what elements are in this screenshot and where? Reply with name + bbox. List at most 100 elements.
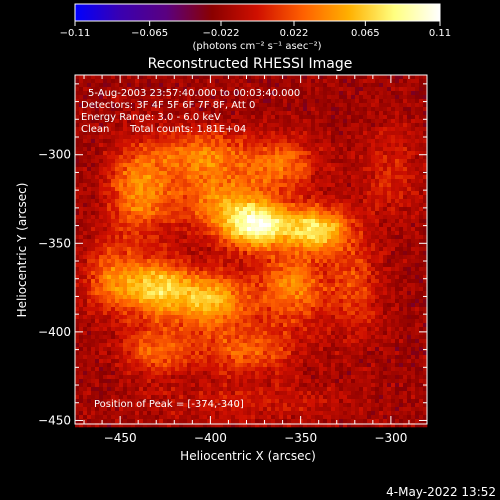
heatmap-cell — [179, 179, 184, 184]
heatmap-cell — [403, 175, 408, 180]
heatmap-cell — [119, 199, 124, 204]
heatmap-cell — [363, 223, 368, 228]
heatmap-cell — [411, 163, 416, 168]
heatmap-cell — [183, 279, 188, 284]
heatmap-cell — [227, 263, 232, 268]
heatmap-cell — [191, 207, 196, 212]
heatmap-cell — [371, 275, 376, 280]
heatmap-cell — [395, 207, 400, 212]
heatmap-cell — [151, 179, 156, 184]
heatmap-cell — [195, 163, 200, 168]
heatmap-cell — [323, 135, 328, 140]
heatmap-cell — [251, 203, 256, 208]
heatmap-cell — [75, 251, 80, 256]
heatmap-cell — [135, 179, 140, 184]
heatmap-cell — [127, 215, 132, 220]
heatmap-cell — [131, 259, 136, 264]
heatmap-cell — [315, 191, 320, 196]
heatmap-cell — [83, 239, 88, 244]
heatmap-cell — [355, 203, 360, 208]
heatmap-cell — [111, 239, 116, 244]
heatmap-cell — [271, 231, 276, 236]
heatmap-cell — [339, 255, 344, 260]
heatmap-cell — [243, 291, 248, 296]
heatmap-cell — [363, 139, 368, 144]
heatmap-cell — [231, 223, 236, 228]
heatmap-cell — [383, 111, 388, 116]
heatmap-cell — [119, 211, 124, 216]
heatmap-cell — [151, 187, 156, 192]
heatmap-cell — [171, 179, 176, 184]
heatmap-cell — [107, 255, 112, 260]
heatmap-cell — [407, 99, 412, 104]
heatmap-cell — [235, 163, 240, 168]
heatmap-cell — [159, 299, 164, 304]
heatmap-cell — [115, 183, 120, 188]
heatmap-cell — [303, 195, 308, 200]
heatmap-cell — [399, 127, 404, 132]
heatmap-cell — [403, 283, 408, 288]
heatmap-cell — [231, 107, 236, 112]
heatmap-cell — [331, 259, 336, 264]
heatmap-cell — [79, 171, 84, 176]
heatmap-cell — [115, 259, 120, 264]
heatmap-cell — [363, 127, 368, 132]
heatmap-cell — [307, 295, 312, 300]
heatmap-cell — [359, 211, 364, 216]
heatmap-cell — [263, 151, 268, 156]
heatmap-cell — [395, 287, 400, 292]
heatmap-cell — [419, 187, 424, 192]
heatmap-cell — [235, 287, 240, 292]
heatmap-cell — [79, 167, 84, 172]
heatmap-cell — [215, 87, 220, 92]
heatmap-cell — [207, 111, 212, 116]
heatmap-cell — [111, 247, 116, 252]
colorbar — [74, 3, 441, 22]
heatmap-cell — [87, 295, 92, 300]
heatmap-cell — [271, 291, 276, 296]
heatmap-cell — [259, 131, 264, 136]
heatmap-cell — [175, 299, 180, 304]
heatmap-cell — [367, 259, 372, 264]
heatmap-cell — [151, 247, 156, 252]
heatmap-cell — [87, 163, 92, 168]
heatmap-cell — [351, 223, 356, 228]
heatmap-cell — [155, 259, 160, 264]
heatmap-cell — [347, 151, 352, 156]
heatmap-cell — [283, 155, 288, 160]
heatmap-cell — [395, 127, 400, 132]
heatmap-cell — [311, 287, 316, 292]
heatmap-cell — [379, 119, 384, 124]
heatmap-cell — [111, 119, 116, 124]
heatmap-cell — [127, 187, 132, 192]
heatmap-cell — [299, 271, 304, 276]
heatmap-cell — [383, 135, 388, 140]
heatmap-cell — [335, 163, 340, 168]
heatmap-cell — [211, 127, 216, 132]
heatmap-cell — [151, 123, 156, 128]
heatmap-cell — [107, 127, 112, 132]
heatmap-cell — [119, 135, 124, 140]
heatmap-cell — [111, 299, 116, 304]
heatmap-cell — [379, 187, 384, 192]
heatmap-cell — [183, 231, 188, 236]
heatmap-cell — [311, 171, 316, 176]
heatmap-cell — [159, 203, 164, 208]
heatmap-cell — [355, 279, 360, 284]
heatmap-cell — [207, 115, 212, 120]
heatmap-cell — [379, 159, 384, 164]
heatmap-cell — [95, 299, 100, 304]
heatmap-cell — [183, 271, 188, 276]
heatmap-cell — [223, 207, 228, 212]
heatmap-cell — [259, 275, 264, 280]
heatmap-cell — [127, 231, 132, 236]
heatmap-cell — [103, 107, 108, 112]
heatmap-cell — [211, 79, 216, 84]
heatmap-cell — [399, 283, 404, 288]
heatmap-cell — [331, 127, 336, 132]
heatmap-cell — [295, 119, 300, 124]
heatmap-cell — [243, 195, 248, 200]
heatmap-cell — [111, 103, 116, 108]
heatmap-cell — [279, 267, 284, 272]
heatmap-cell — [127, 275, 132, 280]
